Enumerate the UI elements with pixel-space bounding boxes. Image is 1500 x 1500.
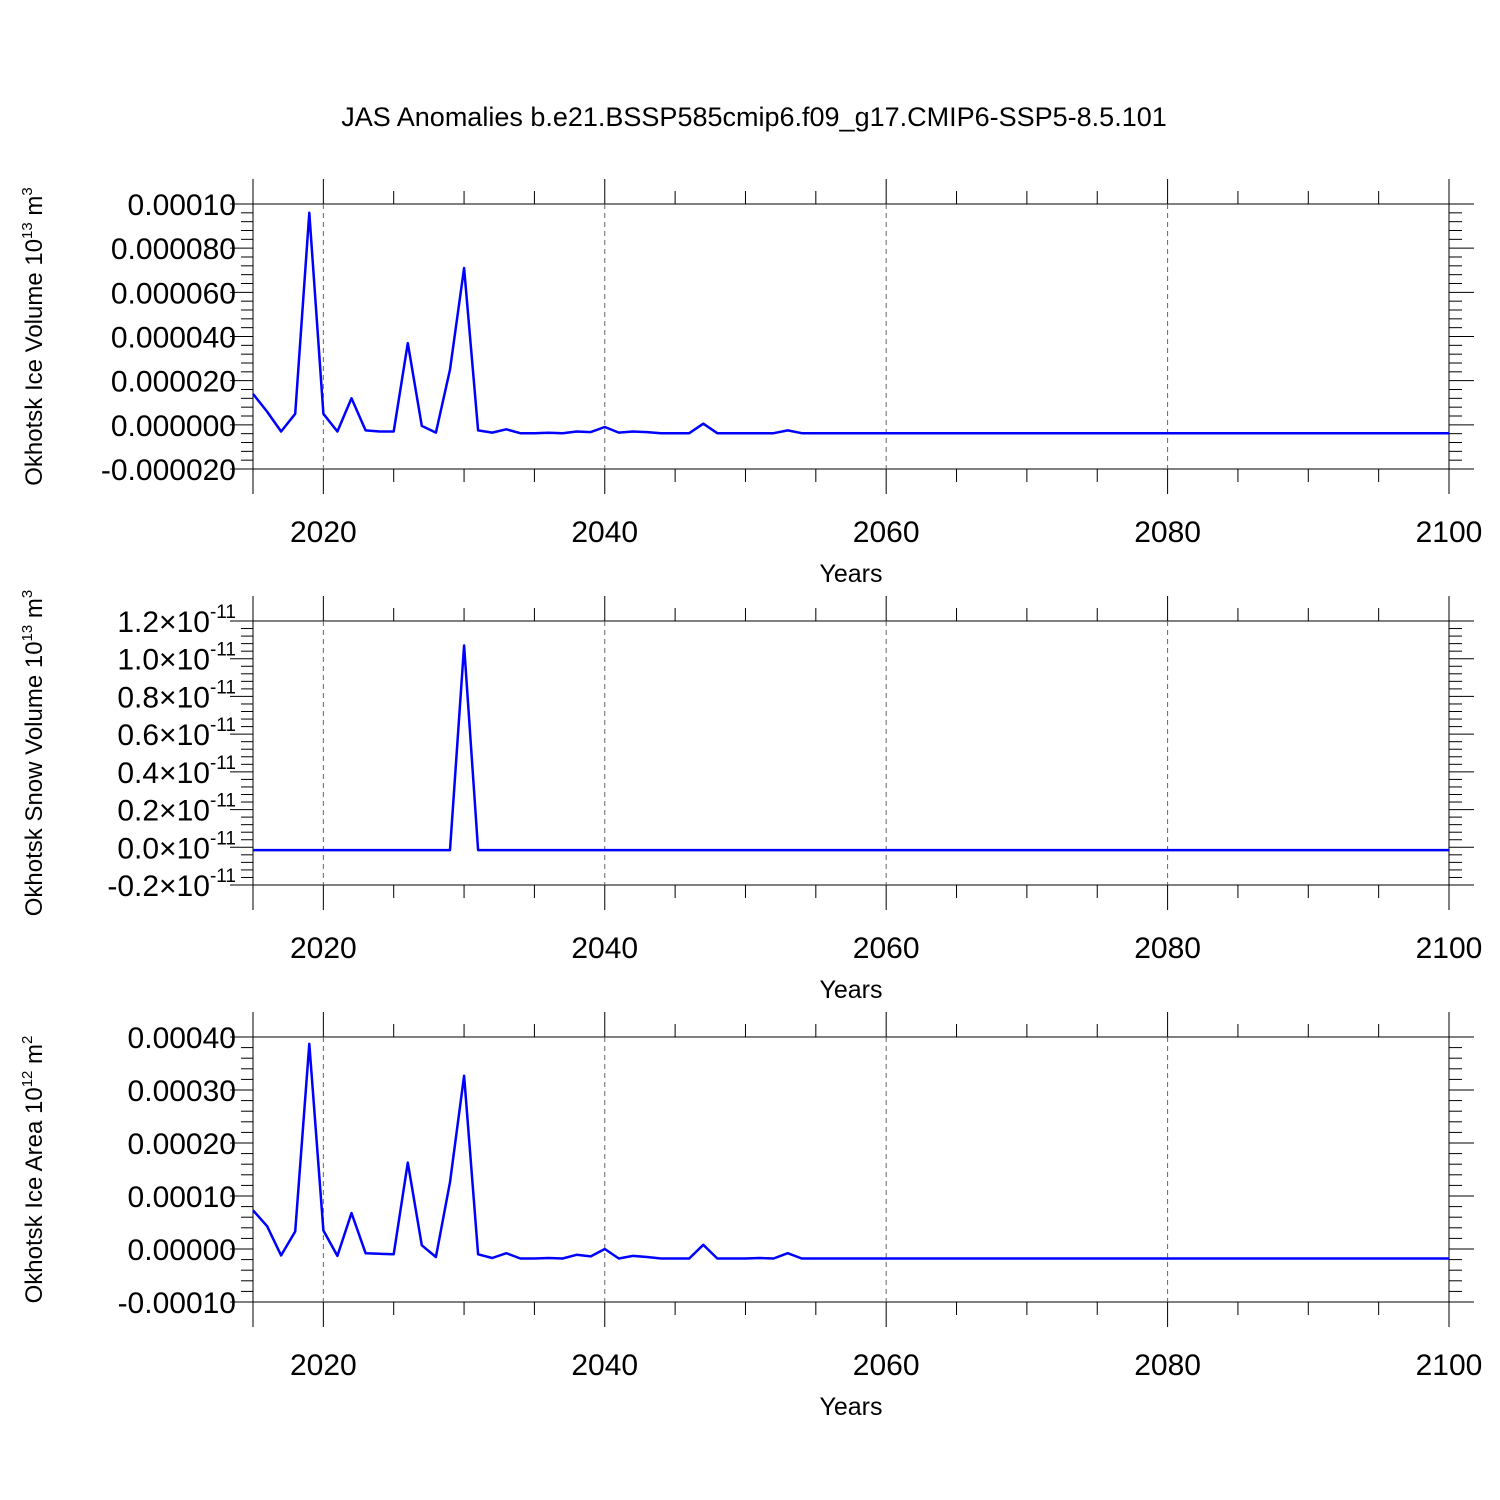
y-tick-label: 0.00040 — [128, 1022, 236, 1055]
y-tick-mantissa: 1.2×10 — [117, 606, 210, 639]
y-title-exponent: 13 — [19, 625, 36, 642]
x-tick-label: 2060 — [853, 516, 920, 549]
y-title-unit-exponent: 3 — [19, 590, 36, 598]
y-tick-label: 0.000080 — [111, 233, 236, 266]
figure-title: JAS Anomalies b.e21.BSSP585cmip6.f09_g17… — [341, 102, 1167, 132]
x-tick-label: 2020 — [290, 516, 357, 549]
x-tick-label: 2040 — [571, 516, 638, 549]
y-axis-title: Okhotsk Snow Volume 1013 m3 — [19, 590, 48, 917]
y-title-base: Okhotsk Snow Volume 10 — [21, 641, 48, 916]
y-axis-title: Okhotsk Ice Area 1012 m2 — [19, 1036, 48, 1304]
y-tick-mantissa: -0.2×10 — [107, 870, 210, 903]
x-axis-title: Years — [819, 560, 882, 588]
y-tick-label: 0.2×10-11 — [117, 791, 236, 828]
y-tick-label: 0.0×10-11 — [117, 828, 236, 865]
y-title-base: Okhotsk Ice Volume 10 — [21, 239, 48, 486]
y-tick-label: 0.8×10-11 — [117, 677, 236, 714]
y-tick-label: 0.00010 — [128, 1181, 236, 1214]
panel-2: 2020 2040 2060 2080 2100Years-0.2×10-110.0×1… — [19, 590, 1482, 1004]
y-tick-mantissa: 0.4×10 — [117, 757, 210, 790]
x-tick-label: 2020 — [290, 1349, 357, 1382]
x-axis-title: Years — [819, 1393, 882, 1421]
y-tick-exponent: -11 — [210, 602, 236, 623]
x-tick-label: 2100 — [1416, 932, 1483, 965]
y-tick-label: -0.2×10-11 — [107, 866, 236, 903]
y-tick-label: 0.6×10-11 — [117, 715, 236, 752]
y-tick-label: 0.00020 — [128, 1128, 236, 1161]
y-title-base: Okhotsk Ice Area 10 — [21, 1087, 48, 1303]
y-tick-exponent: -11 — [210, 715, 236, 736]
x-tick-label: 2080 — [1134, 1349, 1201, 1382]
y-tick-label: 0.00000 — [128, 1234, 236, 1267]
y-tick-mantissa: 0.6×10 — [117, 719, 210, 752]
y-title-unit-exponent: 2 — [19, 1036, 36, 1044]
y-title-unit: m — [21, 1044, 48, 1071]
y-tick-label: 0.000020 — [111, 366, 236, 399]
y-tick-label: -0.00010 — [118, 1287, 236, 1320]
x-tick-label: 2040 — [571, 1349, 638, 1382]
y-tick-label: -0.000020 — [101, 454, 236, 487]
series-line — [252, 1042, 1449, 1260]
x-axis-title: Years — [819, 976, 882, 1004]
y-tick-label: 1.0×10-11 — [117, 640, 236, 677]
y-tick-label: 0.000040 — [111, 322, 236, 355]
y-tick-exponent: -11 — [210, 753, 236, 774]
y-tick-exponent: -11 — [210, 791, 236, 812]
y-tick-exponent: -11 — [210, 677, 236, 698]
y-tick-label: 0.000000 — [111, 410, 236, 443]
x-tick-label: 2080 — [1134, 516, 1201, 549]
x-tick-label: 2060 — [853, 932, 920, 965]
x-tick-label: 2060 — [853, 1349, 920, 1382]
y-tick-label: 0.4×10-11 — [117, 753, 236, 790]
y-title-unit: m — [21, 196, 48, 223]
y-tick-exponent: -11 — [210, 828, 236, 849]
y-tick-exponent: -11 — [210, 640, 236, 661]
y-tick-label: 0.00030 — [128, 1075, 236, 1108]
x-tick-label: 2100 — [1416, 1349, 1483, 1382]
panel-3: 2020 2040 2060 2080 2100 Years -0.00010 0.00000… — [19, 1012, 1482, 1421]
y-tick-mantissa: 1.0×10 — [117, 644, 210, 677]
y-title-unit-exponent: 3 — [19, 187, 36, 195]
x-tick-label: 2020 — [290, 932, 357, 965]
y-title-exponent: 13 — [19, 222, 36, 239]
x-tick-label: 2080 — [1134, 932, 1201, 965]
y-axis-title: Okhotsk Ice Volume 1013 m3 — [19, 187, 48, 486]
panel-1: 2020 2040 2060 2080 2100 Years -0.000020 0.0000… — [19, 179, 1482, 588]
y-tick-mantissa: 0.0×10 — [117, 832, 210, 865]
y-tick-label: 1.2×10-11 — [117, 602, 236, 639]
x-tick-label: 2100 — [1416, 516, 1483, 549]
x-tick-label: 2040 — [571, 932, 638, 965]
y-title-unit: m — [21, 598, 48, 625]
y-tick-exponent: -11 — [210, 866, 236, 887]
y-title-exponent: 12 — [19, 1071, 36, 1088]
series-line — [252, 211, 1449, 435]
series-line — [253, 644, 1449, 852]
y-tick-mantissa: 0.2×10 — [117, 795, 210, 828]
y-tick-mantissa: 0.8×10 — [117, 681, 210, 714]
y-tick-label: 0.000060 — [111, 277, 236, 310]
y-tick-label: 0.00010 — [128, 189, 236, 222]
